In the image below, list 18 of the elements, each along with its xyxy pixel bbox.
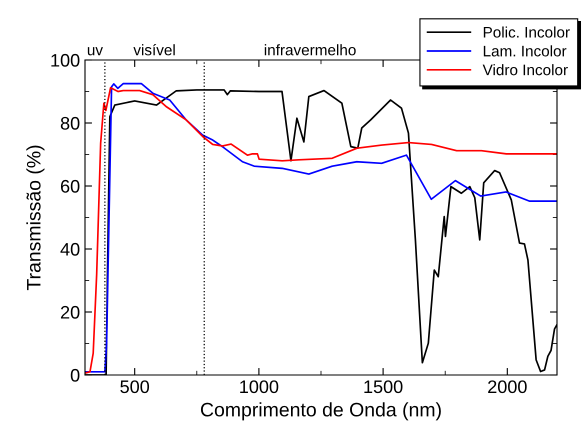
y-tick-label: 60 [60, 180, 80, 193]
legend-label: Lam. Incolor [484, 45, 566, 56]
x-axis-title: Comprimento de Onda (nm) [200, 402, 441, 420]
y-tick-label: 0 [70, 368, 80, 382]
x-tick-label: 1500 [364, 380, 402, 394]
legend-label: Vidro Incolor [482, 64, 568, 76]
text: uv [88, 47, 103, 56]
text: infravermelho [264, 44, 356, 56]
y-axis-title: Transmissão (%) [26, 146, 44, 290]
x-tick-label: 2000 [488, 380, 527, 394]
y-tick-label: 80 [60, 116, 80, 130]
y-tick-label: 20 [60, 306, 80, 319]
x-tick-label: 500 [120, 380, 150, 394]
y-tick-label: 40 [60, 242, 80, 256]
text: visível [133, 44, 175, 56]
x-tick-label: 1000 [240, 380, 278, 394]
y-tick-label: 100 [51, 54, 80, 67]
legend-label: Polic. Incolor [484, 26, 570, 38]
